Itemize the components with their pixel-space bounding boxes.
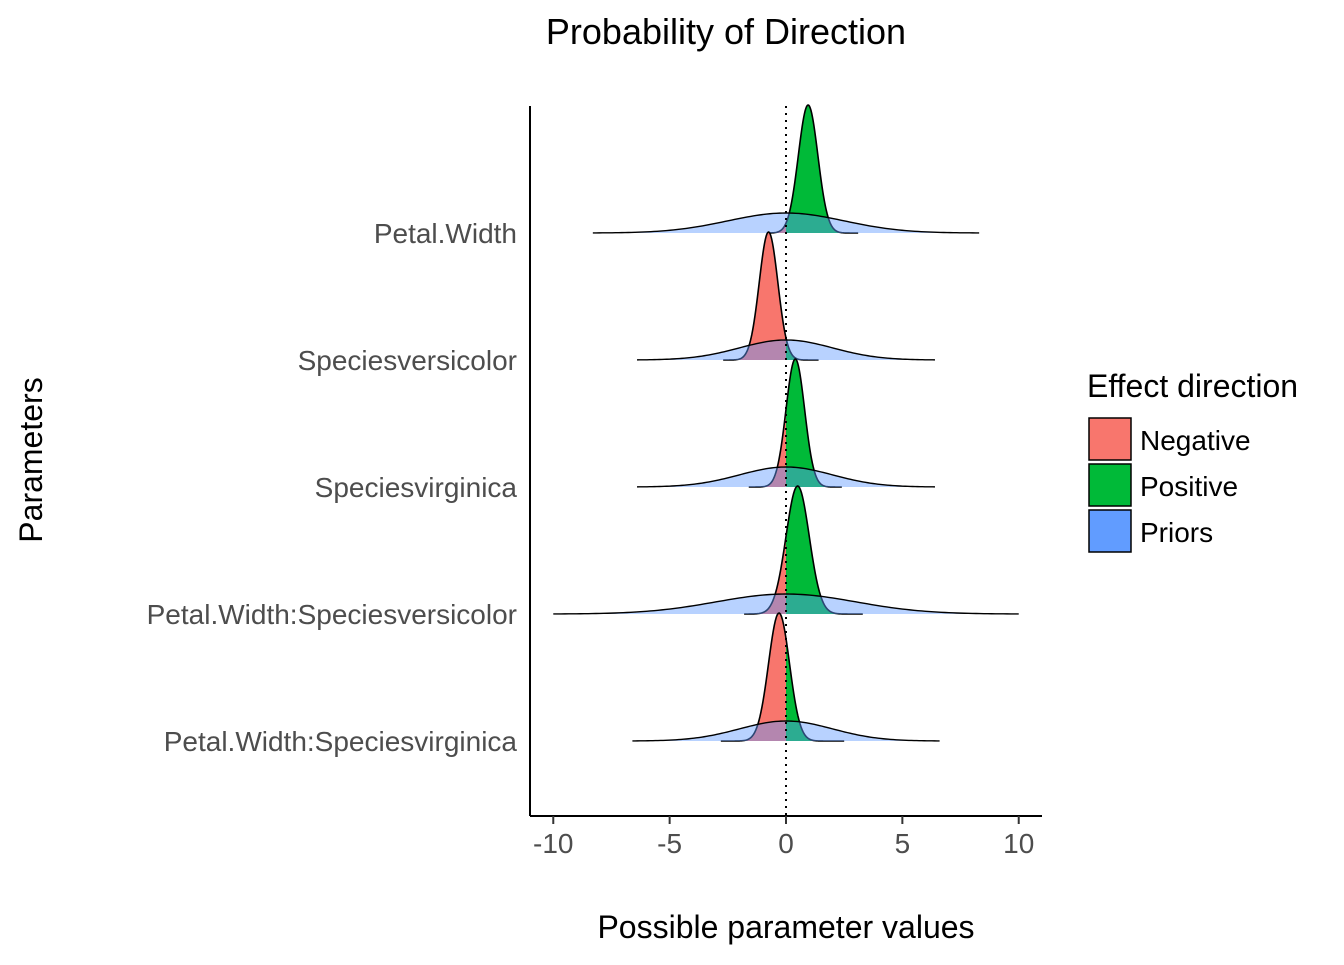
legend-items: Negative Positive Priors (1088, 417, 1251, 553)
x-tick-label: 0 (778, 828, 794, 859)
prior-outline (637, 339, 935, 361)
posterior-outline (723, 231, 819, 361)
density-row (637, 358, 935, 488)
x-tick-label: -10 (533, 828, 573, 859)
prior-area (632, 721, 940, 741)
posterior-negative-area (720, 613, 786, 741)
posterior-positive-area (786, 638, 845, 741)
y-tick-label: Speciesversicolor (298, 345, 517, 376)
y-axis-title: Parameters (13, 377, 49, 542)
posterior-positive-area (786, 105, 859, 233)
chart-title: Probability of Direction (546, 11, 906, 52)
posterior-positive-area (786, 486, 863, 614)
prior-area (592, 213, 980, 233)
posterior-negative-area (748, 409, 786, 487)
posterior-outline (720, 612, 845, 742)
x-axis-title: Possible parameter values (597, 909, 974, 945)
posterior-outline (769, 104, 859, 234)
prior-outline (637, 466, 935, 488)
y-tick-label: Petal.Width:Speciesvirginica (164, 726, 518, 757)
legend-swatch (1088, 417, 1132, 461)
y-tick-label: Petal.Width (374, 218, 517, 249)
posterior-positive-area (786, 337, 819, 360)
posterior-outline (748, 358, 842, 488)
y-tick-label: Speciesvirginica (315, 472, 518, 503)
posterior-outline (744, 485, 863, 615)
y-tick-label: Petal.Width:Speciesversicolor (147, 599, 517, 630)
density-row (632, 612, 940, 742)
density-row (637, 231, 935, 361)
legend-label: Negative (1140, 425, 1251, 456)
y-axis-ticks: Petal.Width Speciesversicolor Speciesvirgi… (147, 218, 518, 757)
x-tick-label: 5 (895, 828, 911, 859)
legend-label: Priors (1140, 517, 1213, 548)
posterior-negative-area (723, 232, 786, 360)
legend-swatch (1088, 509, 1132, 553)
prior-outline (632, 720, 940, 742)
legend-title: Effect direction (1087, 368, 1298, 404)
prior-area (637, 340, 935, 360)
legend-label: Positive (1140, 471, 1238, 502)
prior-outline (553, 593, 1019, 615)
legend-swatch (1088, 463, 1132, 507)
posterior-positive-area (786, 359, 842, 487)
x-axis-ticks: -10 -5 0 5 10 (533, 816, 1034, 859)
legend: Effect direction Negative Positive Priors (1087, 368, 1298, 553)
x-tick-label: -5 (657, 828, 682, 859)
x-tick-label: 10 (1003, 828, 1034, 859)
